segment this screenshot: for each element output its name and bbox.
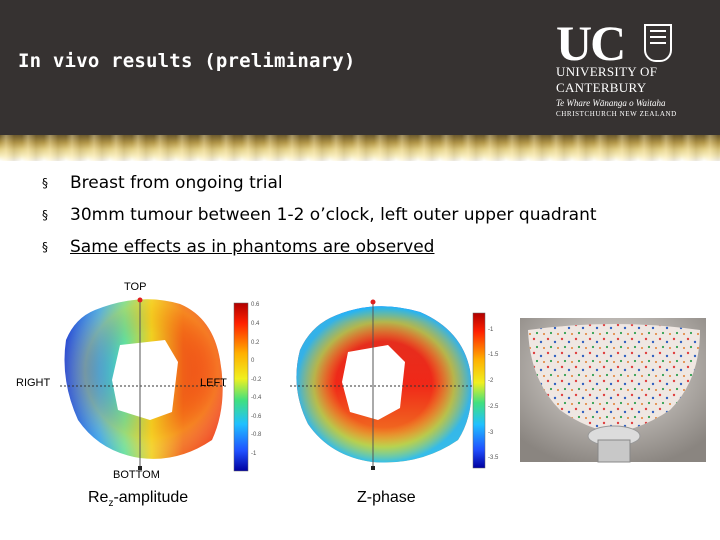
caption-amplitude: Rez-amplitude	[88, 489, 189, 510]
right-label: RIGHT	[16, 377, 51, 389]
bottom-label: BOTTOM	[113, 469, 160, 481]
caption-phase: Z-phase	[357, 489, 416, 506]
svg-text:0.2: 0.2	[251, 340, 260, 346]
svg-text:-1: -1	[251, 451, 257, 457]
logo-mark: UC	[556, 15, 626, 71]
bullet-item: § Same effects as in phantoms are observe…	[42, 234, 597, 266]
university-logo: UC UNIVERSITY OF CANTERBURY Te Whare Wān…	[556, 15, 706, 128]
phase-map	[290, 299, 476, 470]
crest-icon	[644, 24, 672, 62]
svg-text:-0.6: -0.6	[251, 414, 262, 420]
svg-text:0.4: 0.4	[251, 321, 260, 327]
svg-text:-0.8: -0.8	[251, 432, 262, 438]
colorbar-amplitude-ticks: 0.6 0.4 0.2 0 -0.2 -0.4 -0.6 -0.8 -1	[251, 302, 262, 457]
left-label: LEFT	[200, 377, 227, 389]
top-label: TOP	[124, 281, 147, 293]
svg-text:-2: -2	[488, 378, 494, 384]
logo-line-3: Te Whare Wānanga o Waitaha	[556, 98, 666, 108]
svg-text:-1.5: -1.5	[488, 352, 499, 358]
header-bar: In vivo results (preliminary) UC UNIVERS…	[0, 0, 720, 135]
svg-text:-0.4: -0.4	[251, 395, 262, 401]
svg-text:-0.2: -0.2	[251, 377, 262, 383]
bullet-item: § Breast from ongoing trial	[42, 170, 597, 202]
colorbar-amplitude	[233, 302, 249, 472]
square-bullet-icon: §	[42, 176, 48, 190]
svg-text:-3.5: -3.5	[488, 455, 499, 461]
colorbar-phase	[472, 312, 486, 469]
svg-text:0: 0	[251, 358, 255, 364]
bullet-list: § Breast from ongoing trial § 30mm tumour …	[42, 170, 597, 266]
svg-text:-2.5: -2.5	[488, 404, 499, 410]
square-bullet-icon: §	[42, 208, 48, 222]
bullet-item: § 30mm tumour between 1-2 o’clock, left o…	[42, 202, 597, 234]
square-bullet-icon: §	[42, 240, 48, 254]
breast-phantom-photo	[520, 318, 706, 463]
svg-text:-1: -1	[488, 327, 494, 333]
decorative-band	[0, 135, 720, 161]
svg-text:0.6: 0.6	[251, 302, 260, 308]
amplitude-map	[60, 297, 228, 470]
logo-line-4: CHRISTCHURCH NEW ZEALAND	[556, 110, 677, 118]
svg-text:-3: -3	[488, 430, 494, 436]
colorbar-phase-ticks: -1 -1.5 -2 -2.5 -3 -3.5 -4	[488, 327, 499, 461]
logo-line-1: UNIVERSITY OF	[556, 64, 658, 79]
logo-line-2: CANTERBURY	[556, 80, 647, 95]
slide-title: In vivo results (preliminary)	[18, 50, 356, 72]
